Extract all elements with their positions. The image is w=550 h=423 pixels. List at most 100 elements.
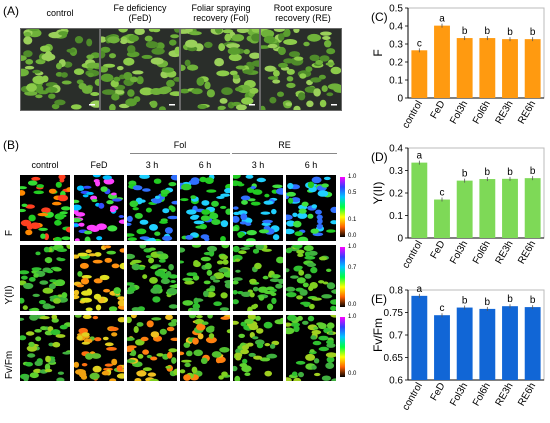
leaf-shape xyxy=(267,303,274,311)
leaf-shape xyxy=(104,342,114,347)
leaf-shape xyxy=(166,79,175,87)
leaf-shape xyxy=(286,68,295,75)
leaf-shape xyxy=(286,268,290,273)
leaf-shape xyxy=(150,57,164,65)
leaf-shape xyxy=(216,70,230,77)
x-tick-label: control xyxy=(400,99,425,130)
photo-control xyxy=(20,28,100,111)
leaf-shape xyxy=(91,198,98,203)
leaf-shape xyxy=(209,275,216,281)
leaf-shape xyxy=(93,278,103,284)
leaf-shape xyxy=(136,228,147,235)
leaf-shape xyxy=(233,299,239,305)
leaf-shape xyxy=(25,331,35,336)
leaf-shape xyxy=(111,93,120,101)
leaf-shape xyxy=(140,336,149,342)
leaf-shape xyxy=(267,43,278,49)
leaf-shape xyxy=(129,76,138,83)
leaf-shape xyxy=(271,274,281,279)
leaf-shape xyxy=(231,34,245,42)
panel-b-col-control: control xyxy=(31,160,59,170)
leaf-shape xyxy=(224,188,230,194)
plot-area xyxy=(407,289,545,381)
bar-RE6h xyxy=(524,39,541,98)
leaf-shape xyxy=(317,218,323,225)
leaf-shape xyxy=(106,347,117,351)
leaf-shape xyxy=(291,371,298,377)
x-tick-label: RE3h xyxy=(494,239,516,266)
leaf-shape xyxy=(239,221,247,225)
leaf-shape xyxy=(253,355,263,360)
leaf-shape xyxy=(81,341,90,345)
leaf-shape xyxy=(103,288,111,293)
leaf-shape xyxy=(217,105,226,110)
leaf-shape xyxy=(251,29,259,33)
leaf-shape xyxy=(224,282,230,289)
leaf-shape xyxy=(86,191,94,195)
leaf-shape xyxy=(239,363,248,368)
leaf-shape xyxy=(168,264,174,271)
leaf-shape xyxy=(149,224,158,231)
leaf-shape xyxy=(235,356,242,361)
leaf-shape xyxy=(85,249,92,253)
leaf-shape xyxy=(252,248,260,254)
leaf-shape xyxy=(216,260,224,265)
leaf-shape xyxy=(142,188,151,192)
leaf-shape xyxy=(296,295,303,300)
leaf-shape xyxy=(107,36,120,44)
leaf-shape xyxy=(144,35,153,42)
bar-Fol6h xyxy=(479,38,496,98)
bar-control xyxy=(411,295,428,380)
leaf-shape xyxy=(180,351,185,356)
leaf-shape xyxy=(164,227,173,234)
leaf-shape xyxy=(142,349,149,355)
leaf-shape xyxy=(26,223,34,230)
leaf-shape xyxy=(192,337,199,345)
leaf-shape xyxy=(286,214,293,221)
scale-y-3: 0.0 xyxy=(348,302,357,308)
leaf-shape xyxy=(234,352,243,358)
leaf-shape xyxy=(271,208,277,215)
leaf-shape xyxy=(137,354,144,359)
leaf-shape xyxy=(53,298,61,304)
leaf-shape xyxy=(228,53,242,62)
leaf-shape xyxy=(190,272,198,277)
leaf-shape xyxy=(258,294,265,301)
leaf-shape xyxy=(156,251,164,255)
leaf-shape xyxy=(171,200,177,205)
leaf-shape xyxy=(101,66,109,73)
leaf-shape xyxy=(74,238,80,241)
leaf-shape xyxy=(183,374,191,381)
leaf-shape xyxy=(326,322,335,329)
leaf-shape xyxy=(206,269,213,276)
leaf-shape xyxy=(307,315,315,322)
leaf-shape xyxy=(221,87,233,95)
leaf-shape xyxy=(218,375,224,380)
leaf-shape xyxy=(92,365,102,373)
significance-letter: b xyxy=(507,167,513,178)
leaf-shape xyxy=(309,349,315,353)
leaf-shape xyxy=(294,231,303,237)
leaf-shape xyxy=(240,213,248,221)
leaf-shape xyxy=(160,189,170,195)
leaf-shape xyxy=(316,214,323,220)
leaf-shape xyxy=(252,189,263,195)
leaf-shape xyxy=(55,334,66,338)
scale-f-3: 0.1 xyxy=(348,217,357,223)
leaf-shape xyxy=(249,278,257,284)
y-tick-label: 0.7 xyxy=(389,331,403,342)
leaf-shape xyxy=(127,89,135,97)
leaf-shape xyxy=(23,50,33,58)
leaf-shape xyxy=(127,45,136,54)
leaf-shape xyxy=(134,378,142,381)
leaf-shape xyxy=(247,315,256,320)
leaf-shape xyxy=(272,184,283,189)
leaf-shape xyxy=(145,255,152,259)
leaf-shape xyxy=(162,235,173,241)
leaf-shape xyxy=(93,293,102,300)
leaf-shape xyxy=(249,292,255,298)
leaf-shape xyxy=(77,252,88,257)
panel-b-col-re3h: 3 h xyxy=(251,160,265,170)
leaf-shape xyxy=(246,230,257,236)
leaf-shape xyxy=(256,177,266,183)
